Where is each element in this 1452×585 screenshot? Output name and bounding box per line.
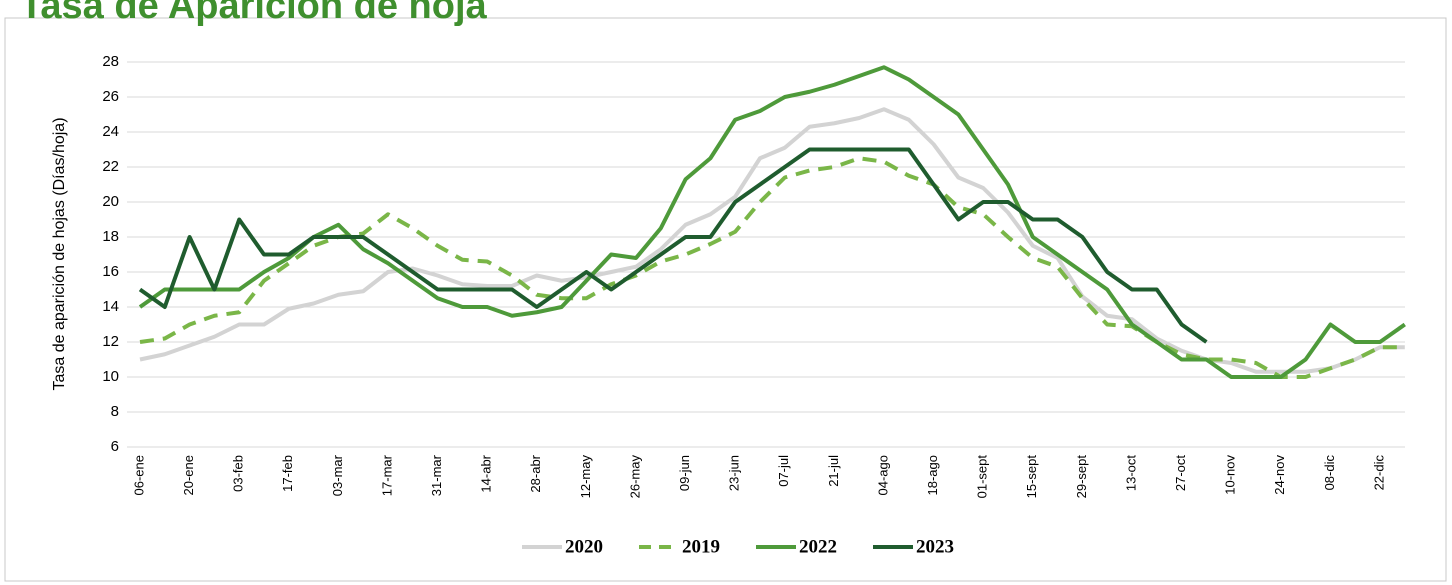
y-tick-label: 14	[102, 298, 119, 315]
y-tick-label: 26	[102, 88, 119, 105]
legend-label: 2020	[565, 536, 603, 557]
y-tick-label: 20	[102, 193, 119, 210]
series-line	[138, 147, 1208, 344]
x-tick-label: 01-sept	[975, 455, 990, 499]
y-tick-label: 24	[102, 123, 119, 140]
y-tick-label: 28	[102, 53, 119, 70]
y-axis-label: Tasa de aparición de hojas (Días/hoja)	[51, 117, 68, 390]
x-tick-label: 03-mar	[330, 454, 345, 496]
y-tick-label: 16	[102, 263, 119, 280]
y-tick-label: 22	[102, 158, 119, 175]
x-tick-label: 23-jun	[727, 455, 742, 491]
chart-title: Tasa de Aparición de hoja	[20, 0, 488, 27]
x-tick-label: 24-nov	[1272, 455, 1287, 495]
x-tick-label: 04-ago	[875, 455, 890, 495]
chart-frame	[4, 17, 1447, 582]
x-tick-label: 12-may	[578, 455, 593, 499]
x-tick-label: 09-jun	[677, 455, 692, 491]
legend-label: 2023	[916, 536, 954, 557]
y-tick-label: 8	[111, 403, 119, 420]
x-tick-label: 27-oct	[1173, 455, 1188, 492]
x-tick-label: 28-abr	[528, 454, 543, 492]
x-tick-label: 21-jul	[826, 455, 841, 487]
y-tick-label: 18	[102, 228, 119, 245]
y-tick-label: 10	[102, 368, 119, 385]
x-tick-label: 10-nov	[1223, 455, 1238, 495]
x-tick-label: 17-mar	[379, 454, 394, 496]
legend-label: 2022	[799, 536, 837, 557]
x-tick-label: 15-sept	[1024, 455, 1039, 499]
x-tick-label: 26-may	[627, 455, 642, 499]
x-tick-label: 20-ene	[181, 455, 196, 495]
x-tick-label: 13-oct	[1123, 455, 1138, 492]
x-tick-label: 18-ago	[925, 455, 940, 495]
x-tick-label: 14-abr	[479, 454, 494, 492]
x-tick-label: 06-ene	[131, 455, 146, 495]
x-tick-label: 22-dic	[1371, 455, 1386, 491]
x-tick-label: 31-mar	[429, 454, 444, 496]
x-tick-label: 07-jul	[776, 455, 791, 487]
y-tick-label: 6	[111, 438, 119, 455]
series-line	[139, 156, 1405, 379]
x-tick-label: 29-sept	[1074, 455, 1089, 499]
x-tick-label: 03-feb	[231, 455, 246, 492]
x-tick-label: 08-dic	[1322, 455, 1337, 491]
x-tick-label: 17-feb	[280, 455, 295, 492]
y-tick-label: 12	[102, 333, 119, 350]
legend-label: 2019	[682, 536, 720, 557]
